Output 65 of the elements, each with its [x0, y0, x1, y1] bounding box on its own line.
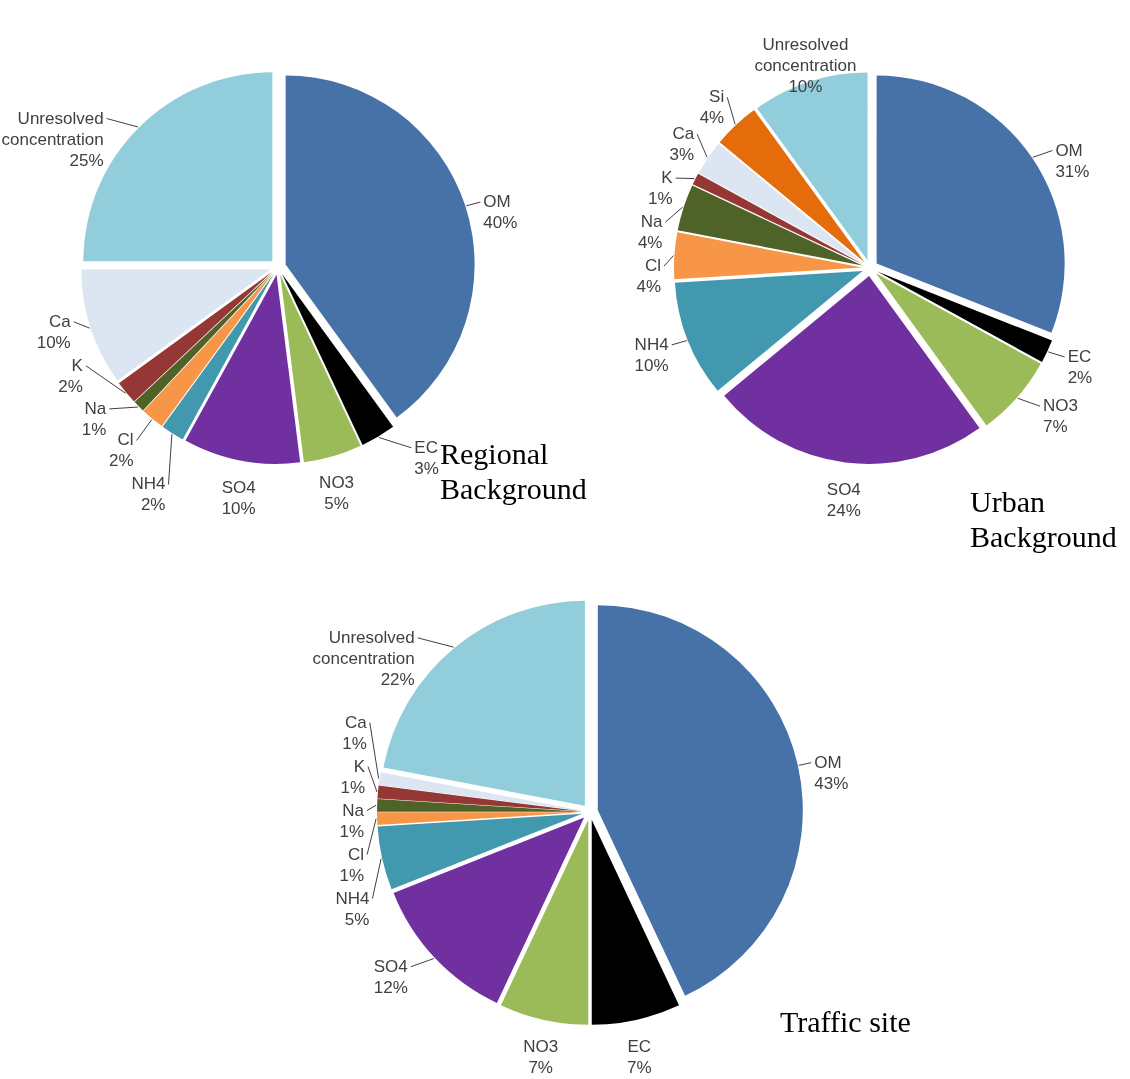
slice-label: Ca: [672, 124, 695, 144]
data-label: 1%: [340, 777, 365, 797]
slice-label: OM: [1055, 140, 1083, 160]
data-label: 1%: [342, 733, 367, 753]
data-label: 4%: [699, 108, 725, 128]
slice-label: Na: [640, 212, 664, 232]
data-label: 7%: [528, 1058, 553, 1078]
slice-label: SO4: [826, 480, 861, 500]
text: Traffic site: [780, 1005, 911, 1038]
data-label: 4%: [637, 233, 663, 253]
slice-label: Unresolved concentration: [312, 627, 415, 668]
slice-label: NO3: [523, 1037, 559, 1057]
data-label: 1%: [339, 821, 364, 841]
data-label: 10%: [221, 499, 256, 519]
data-label: 2%: [1067, 367, 1093, 387]
data-label: 43%: [814, 773, 849, 793]
data-label: 2%: [109, 451, 134, 471]
slice-label: Unresolved concentration: [1, 108, 104, 149]
data-label: 2%: [140, 495, 166, 515]
text: Urban Background: [970, 485, 1117, 553]
data-label: 25%: [69, 150, 104, 170]
data-label: 5%: [324, 494, 349, 514]
data-label: 1%: [339, 865, 365, 885]
data-label: 5%: [344, 909, 370, 929]
slice-label: SO4: [373, 956, 408, 976]
data-label: 10%: [36, 332, 71, 352]
slice-label: Ca: [345, 712, 368, 732]
data-label: 10%: [788, 76, 823, 96]
slice-label: K: [71, 355, 84, 375]
slice-label: K: [353, 756, 366, 776]
data-label: 3%: [414, 458, 439, 478]
slice-label: NH4: [131, 474, 166, 494]
data-label: 1%: [648, 189, 673, 209]
slice-label: NH4: [335, 888, 370, 908]
slice-label: EC: [414, 437, 438, 457]
data-label: 3%: [669, 145, 695, 165]
slice-label: Na: [342, 800, 365, 820]
slice-label: OM: [814, 752, 842, 772]
slice-label: EC: [627, 1037, 652, 1057]
text: Regional Background: [440, 437, 587, 505]
slice-label: NO3: [319, 473, 355, 493]
slice-label: SO4: [221, 478, 256, 498]
slice-label: NO3: [1043, 396, 1079, 416]
data-label: 24%: [826, 501, 861, 521]
data-label: 4%: [636, 277, 661, 297]
slice-label: Ca: [49, 311, 72, 331]
data-label: 22%: [380, 669, 415, 689]
slice-label: Cl: [644, 256, 661, 276]
data-label: 7%: [627, 1058, 652, 1078]
slice-label: Si: [709, 87, 725, 107]
slice-label: EC: [1067, 346, 1092, 366]
data-label: 1%: [81, 419, 107, 439]
slice-label: Cl: [117, 430, 134, 450]
data-label: 10%: [634, 355, 669, 375]
data-label: 7%: [1043, 417, 1068, 437]
slice-label: Cl: [348, 844, 365, 864]
data-label: 2%: [58, 376, 83, 396]
slice-label: Unresolved concentration: [754, 34, 857, 75]
data-label: 40%: [483, 213, 518, 233]
slice-label: OM: [483, 192, 511, 212]
slice-label: K: [661, 168, 674, 188]
slice-label: Na: [84, 398, 107, 418]
data-label: 12%: [373, 977, 408, 997]
data-label: 31%: [1055, 161, 1090, 181]
slice-label: NH4: [634, 334, 669, 354]
